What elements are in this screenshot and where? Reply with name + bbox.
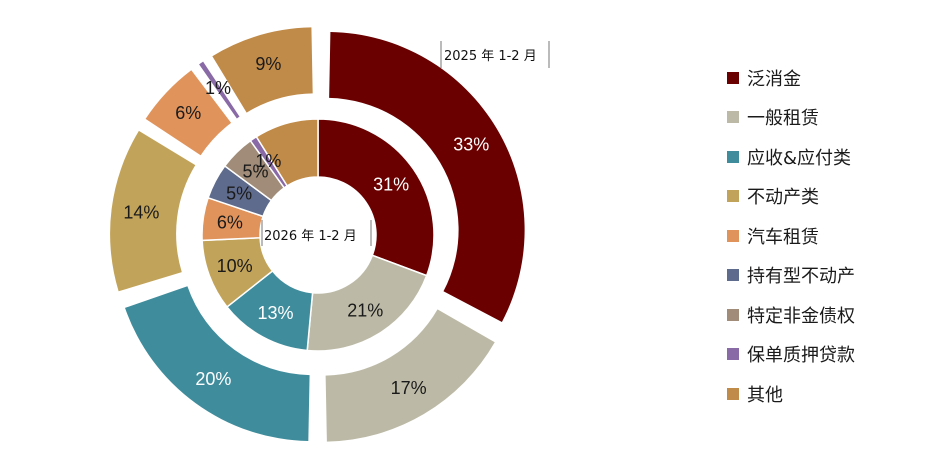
legend-item-5: 汽车租赁	[727, 216, 855, 256]
inner-slice-label-1: 31%	[373, 174, 409, 194]
legend-label: 其他	[747, 384, 783, 406]
outer-slice-9	[212, 27, 313, 113]
outer-ring-title: 2025 年 1-2 月	[444, 49, 537, 64]
outer-slice-4	[110, 130, 196, 292]
outer-slice-2	[325, 309, 495, 442]
inner-slice-label-5: 6%	[217, 213, 243, 233]
legend-swatch	[727, 269, 739, 282]
legend-label: 不动产类	[747, 187, 819, 209]
inner-slice-label-7: 5%	[243, 162, 269, 182]
legend-item-1: 泛消金	[727, 58, 855, 98]
outer-slice-3	[125, 286, 310, 442]
annotation-2026: 2026 年 1-2 月	[261, 220, 372, 246]
outer-slice-label-3: 20%	[195, 369, 231, 389]
outer-ring-2025	[110, 27, 525, 442]
legend-item-9: 其他	[727, 374, 855, 414]
inner-slice-9	[255, 118, 319, 187]
outer-slice-8	[199, 61, 240, 119]
outer-slice-label-1: 33%	[453, 134, 489, 154]
inner-slice-label-3: 13%	[257, 303, 293, 323]
legend-swatch	[727, 111, 739, 124]
legend-label: 保单质押贷款	[747, 345, 855, 367]
legend-label: 应收&应付类	[747, 147, 852, 169]
inner-ring-2026	[201, 118, 435, 352]
annotation-2025: 2025 年 1-2 月	[440, 41, 550, 68]
outer-slice-label-4: 14%	[123, 203, 159, 223]
legend-label: 特定非金债权	[747, 305, 855, 327]
outer-slice-label-2: 17%	[391, 378, 427, 398]
outer-slice-label-9: 9%	[255, 54, 281, 74]
inner-slice-label-8: 1%	[255, 151, 281, 171]
inner-ring-title: 2026 年 1-2 月	[264, 229, 357, 244]
legend-swatch	[727, 150, 739, 163]
legend-swatch	[727, 229, 739, 242]
legend-label: 持有型不动产	[747, 266, 855, 288]
legend-swatch	[727, 308, 739, 321]
legend-swatch	[727, 71, 739, 84]
inner-slice-label-2: 21%	[347, 300, 383, 320]
legend-item-2: 一般租赁	[727, 98, 855, 138]
legend-item-4: 不动产类	[727, 177, 855, 217]
legend-item-6: 持有型不动产	[727, 256, 855, 296]
legend-label: 一般租赁	[747, 108, 819, 130]
legend-swatch	[727, 348, 739, 361]
legend-swatch	[727, 190, 739, 203]
inner-slice-label-4: 10%	[217, 256, 253, 276]
inner-slice-1	[317, 118, 435, 277]
outer-slice-5	[145, 70, 232, 156]
inner-slice-label-6: 5%	[226, 184, 252, 204]
legend-swatch	[727, 387, 739, 400]
outer-slice-label-5: 6%	[175, 103, 201, 123]
legend-item-7: 特定非金债权	[727, 295, 855, 335]
legend-item-8: 保单质押贷款	[727, 335, 855, 375]
legend: 泛消金一般租赁应收&应付类 不动产类汽车租赁持有型不动产 特定非金债权 保单质押贷款其…	[727, 58, 855, 414]
legend-item-3: 应收&应付类	[727, 137, 855, 177]
nested-donut-chart: 31%21%13%10%6%5%5%1%33%17%20%14%6%1%9% 2…	[110, 27, 550, 442]
slice-labels: 31%21%13%10%6%5%5%1%33%17%20%14%6%1%9%	[123, 54, 489, 398]
outer-slice-label-8: 1%	[205, 78, 231, 98]
inner-slice-2	[306, 254, 428, 352]
outer-slice-1	[329, 31, 525, 322]
legend-label: 泛消金	[747, 68, 801, 90]
legend-label: 汽车租赁	[747, 226, 819, 248]
